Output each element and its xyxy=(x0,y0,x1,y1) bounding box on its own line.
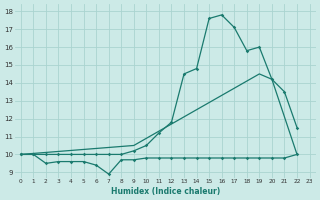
X-axis label: Humidex (Indice chaleur): Humidex (Indice chaleur) xyxy=(111,187,220,196)
